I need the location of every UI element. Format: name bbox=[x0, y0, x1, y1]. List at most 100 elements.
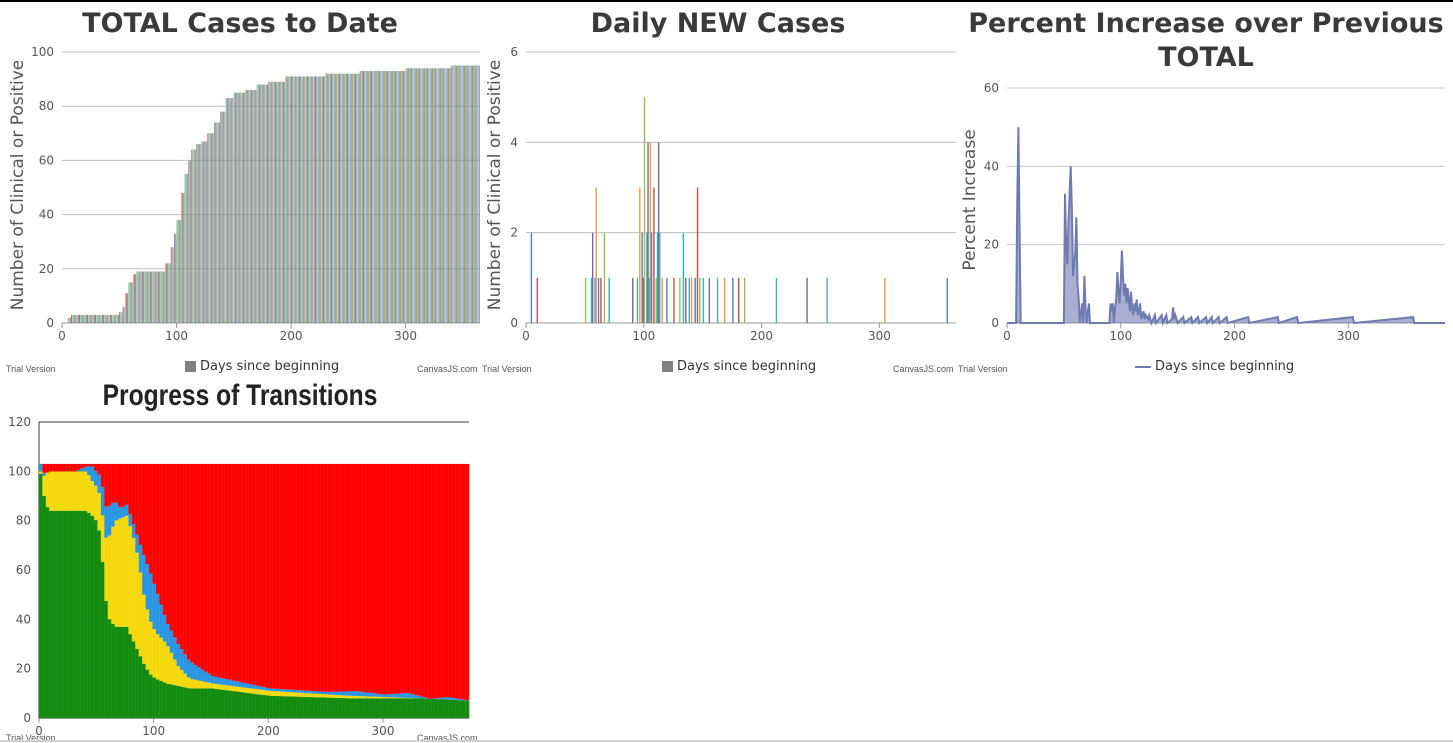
chart-legend[interactable]: Days since beginning bbox=[662, 359, 816, 374]
bar bbox=[703, 278, 704, 323]
bar bbox=[884, 278, 885, 323]
bar bbox=[425, 68, 426, 323]
bar bbox=[148, 272, 149, 323]
bar bbox=[225, 112, 226, 323]
bar bbox=[268, 82, 269, 323]
bar bbox=[280, 82, 281, 323]
bar bbox=[414, 68, 415, 323]
bar bbox=[132, 282, 133, 323]
bar bbox=[537, 278, 538, 323]
bar bbox=[673, 278, 674, 323]
bar bbox=[76, 315, 77, 323]
bar bbox=[273, 82, 274, 323]
bar bbox=[69, 318, 70, 323]
bar bbox=[400, 71, 401, 323]
bar bbox=[441, 68, 442, 323]
bar bbox=[197, 144, 198, 323]
bar bbox=[166, 263, 167, 323]
bar bbox=[344, 74, 345, 323]
bar bbox=[228, 98, 229, 323]
bar bbox=[152, 272, 153, 323]
bar bbox=[128, 282, 129, 323]
bar bbox=[447, 68, 448, 323]
bar bbox=[417, 68, 418, 323]
bar bbox=[465, 66, 466, 323]
bar bbox=[179, 220, 180, 323]
bar bbox=[456, 66, 457, 323]
bar bbox=[341, 74, 342, 323]
bar bbox=[439, 68, 440, 323]
bar bbox=[349, 74, 350, 323]
bar bbox=[223, 112, 224, 323]
bar bbox=[394, 71, 395, 323]
bar bbox=[392, 71, 393, 323]
bar bbox=[375, 71, 376, 323]
bar bbox=[169, 263, 170, 323]
bar bbox=[457, 66, 458, 323]
bar bbox=[241, 93, 242, 323]
y-tick-label: 4 bbox=[510, 135, 518, 149]
bar bbox=[165, 263, 166, 323]
bar bbox=[159, 272, 160, 323]
bar bbox=[826, 278, 827, 323]
bar bbox=[408, 68, 409, 323]
bar bbox=[373, 71, 374, 323]
bar bbox=[275, 82, 276, 323]
bar bbox=[264, 85, 265, 323]
bar bbox=[164, 272, 165, 323]
bar bbox=[154, 272, 155, 323]
bar bbox=[430, 68, 431, 323]
bar bbox=[323, 76, 324, 323]
bar bbox=[156, 272, 157, 323]
bar bbox=[317, 76, 318, 323]
bar bbox=[453, 66, 454, 323]
brand-watermark[interactable]: CanvasJS.com bbox=[417, 364, 478, 374]
bar bbox=[140, 272, 141, 323]
bar bbox=[347, 74, 348, 323]
bar bbox=[947, 278, 948, 323]
bar bbox=[118, 315, 119, 323]
bar bbox=[80, 315, 81, 323]
bar bbox=[206, 141, 207, 323]
y-tick-label: 0 bbox=[46, 316, 54, 330]
bar bbox=[185, 174, 186, 323]
bar bbox=[333, 74, 334, 323]
bar bbox=[320, 76, 321, 323]
x-tick-label: 300 bbox=[394, 329, 417, 343]
bar bbox=[637, 278, 638, 323]
y-tick-label: 100 bbox=[8, 464, 31, 478]
bar bbox=[306, 76, 307, 323]
bar bbox=[346, 74, 347, 323]
y-tick-label: 120 bbox=[8, 415, 31, 429]
bar bbox=[327, 74, 328, 323]
bar bbox=[325, 74, 326, 323]
bar bbox=[254, 90, 255, 323]
bar bbox=[107, 315, 108, 323]
bar bbox=[385, 71, 386, 323]
bar bbox=[699, 278, 700, 323]
bar bbox=[724, 278, 725, 323]
brand-watermark[interactable]: CanvasJS.com bbox=[893, 364, 954, 374]
bar bbox=[659, 233, 660, 323]
bar bbox=[266, 85, 267, 323]
bar bbox=[651, 233, 652, 323]
bar bbox=[214, 122, 215, 323]
bar bbox=[180, 220, 181, 323]
legend-swatch bbox=[662, 361, 673, 372]
chart-legend[interactable]: Days since beginning bbox=[1135, 359, 1294, 374]
bar bbox=[420, 68, 421, 323]
bar bbox=[463, 66, 464, 323]
bar bbox=[167, 263, 168, 323]
bar bbox=[422, 68, 423, 323]
chart-legend[interactable]: Days since beginning bbox=[185, 359, 339, 374]
bar bbox=[151, 272, 152, 323]
bar bbox=[370, 71, 371, 323]
bar bbox=[133, 274, 134, 323]
bar bbox=[252, 90, 253, 323]
x-tick-label: 100 bbox=[632, 329, 655, 343]
bar bbox=[91, 315, 92, 323]
bar bbox=[313, 76, 314, 323]
bar bbox=[322, 76, 323, 323]
bar bbox=[472, 66, 473, 323]
